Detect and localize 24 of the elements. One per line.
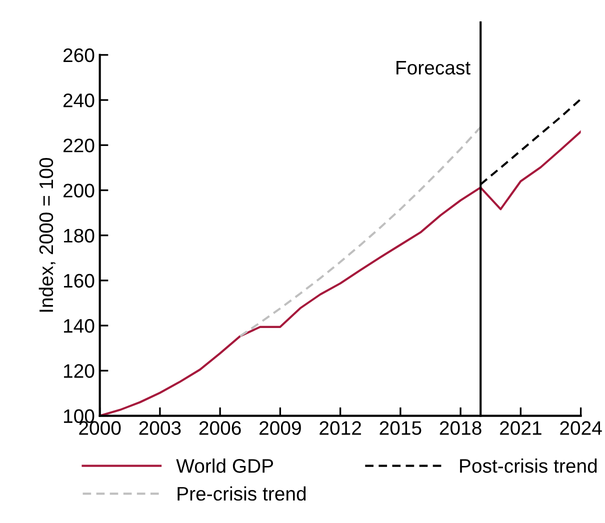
y-tick-label: 160 <box>64 274 94 288</box>
y-tick-label: 220 <box>64 138 94 152</box>
legend-label: Pre-crisis trend <box>178 486 306 501</box>
y-tick-label: 140 <box>64 319 94 333</box>
x-tick-label: 2009 <box>260 421 301 435</box>
x-tick-label: 2006 <box>199 421 241 435</box>
legend-label: Post-crisis trend <box>460 458 597 473</box>
x-tick-label: 2021 <box>500 421 542 435</box>
x-tick-label: 2015 <box>380 421 422 435</box>
legend-label: World GDP <box>176 458 274 473</box>
x-tick-label: 2000 <box>79 421 121 435</box>
x-tick-label: 2024 <box>560 421 602 435</box>
x-tick-label: 2003 <box>139 421 181 435</box>
ref-line-label: Forecast <box>396 61 470 75</box>
y-axis-title: Index, 2000 = 100 <box>38 158 56 312</box>
y-tick-label: 120 <box>64 364 94 378</box>
y-tick-label: 200 <box>64 184 94 198</box>
y-tick-label: 260 <box>64 48 94 62</box>
y-tick-label: 240 <box>64 93 94 108</box>
x-tick-label: 2018 <box>440 421 482 435</box>
x-tick-label: 2012 <box>320 421 361 435</box>
y-tick-label: 100 <box>64 409 94 424</box>
line-series <box>239 126 482 338</box>
y-tick-label: 180 <box>64 228 94 243</box>
